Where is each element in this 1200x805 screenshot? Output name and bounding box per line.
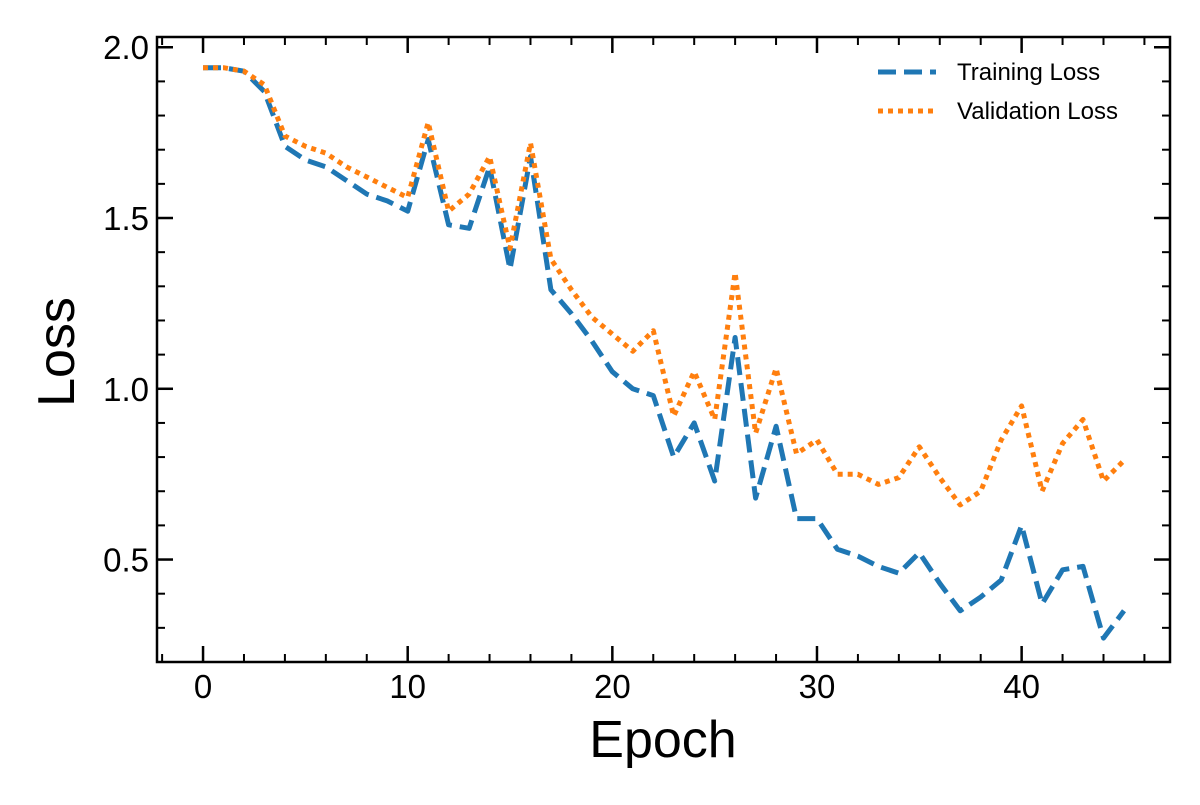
x-axis-title: Epoch bbox=[589, 711, 736, 769]
y-tick-label: 0.5 bbox=[103, 542, 149, 579]
legend: Training Loss Validation Loss bbox=[878, 59, 1118, 125]
y-tick-label: 1.0 bbox=[103, 371, 149, 408]
x-tick-label: 10 bbox=[389, 668, 426, 705]
x-tick-label: 0 bbox=[194, 668, 212, 705]
series-line-training-loss bbox=[203, 65, 1126, 641]
y-tick-label: 1.5 bbox=[103, 200, 149, 237]
ticks-layer bbox=[157, 37, 1170, 663]
x-tick-label: 20 bbox=[594, 668, 631, 705]
legend-label-validation-loss: Validation Loss bbox=[957, 98, 1118, 125]
y-tick-label: 2.0 bbox=[103, 29, 149, 66]
x-tick-label: 30 bbox=[799, 668, 836, 705]
tick-labels-layer: 0 10 20 30 40 0.5 1.0 1.5 2.0 bbox=[103, 29, 1040, 705]
legend-label-training-loss: Training Loss bbox=[957, 59, 1100, 86]
series-line-validation-loss bbox=[203, 65, 1126, 508]
plot-frame bbox=[155, 35, 1172, 664]
x-tick-label: 40 bbox=[1003, 668, 1040, 705]
series-layer bbox=[203, 65, 1126, 641]
y-axis-title: Loss bbox=[28, 297, 86, 407]
